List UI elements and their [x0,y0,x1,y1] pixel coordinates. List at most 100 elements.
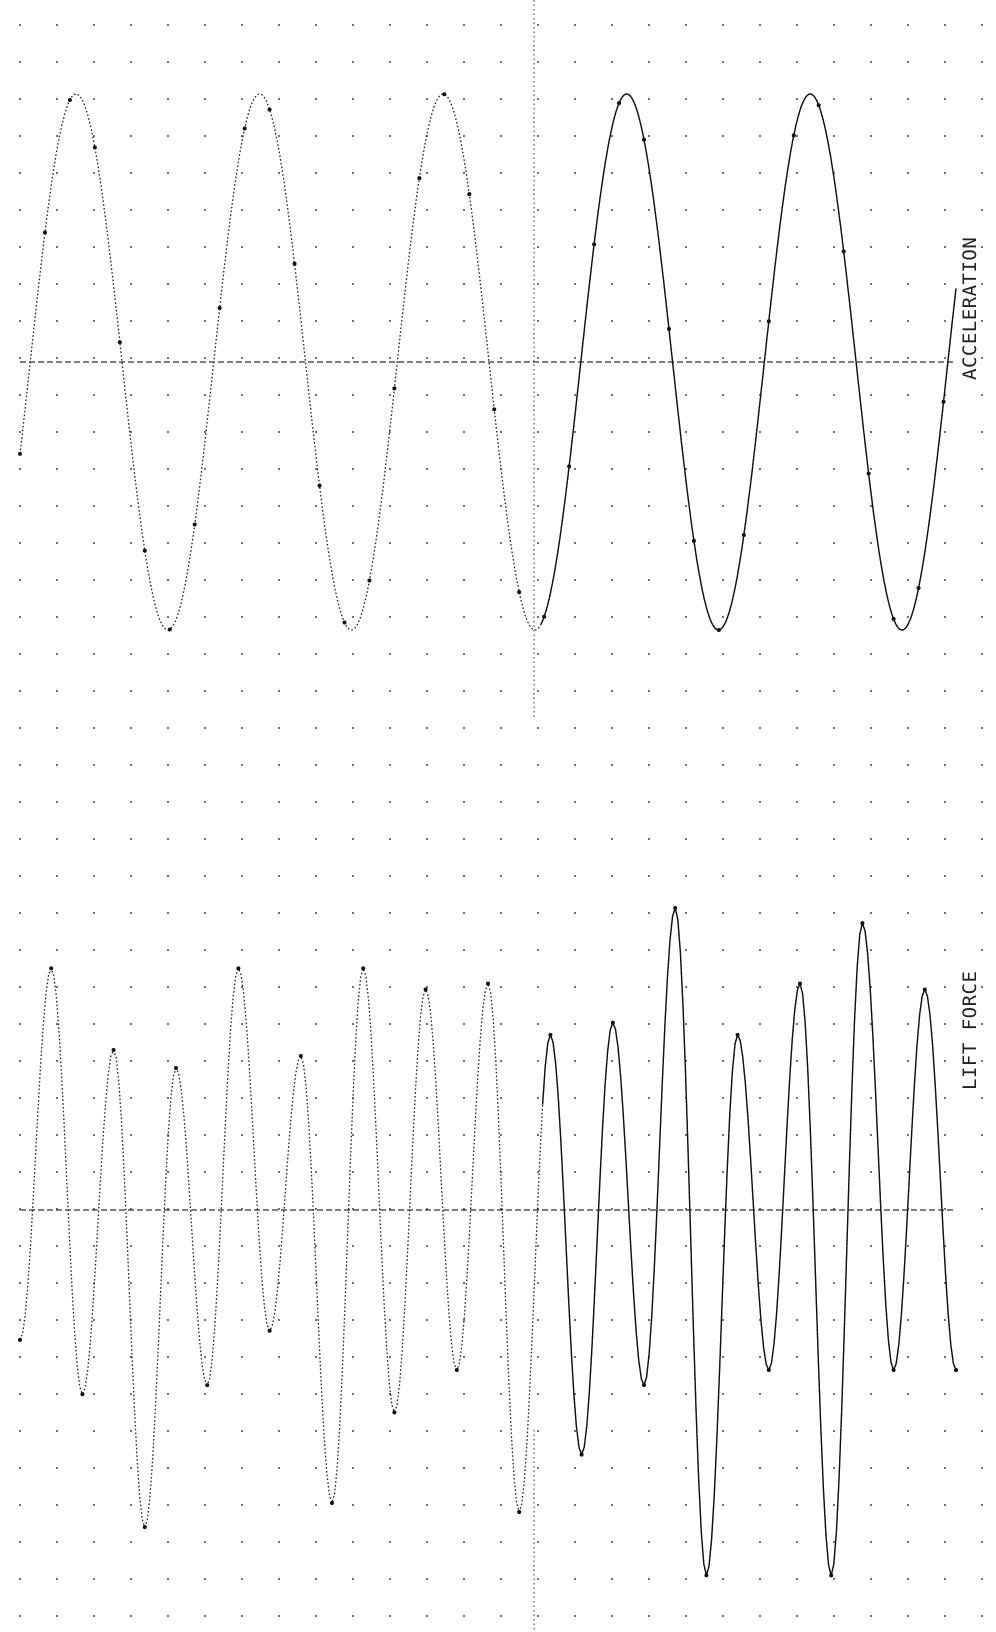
grid-dot [463,24,465,26]
grid-dot [944,949,946,951]
grid-dot [500,1615,502,1617]
grid-dot [56,135,58,137]
grid-dot [648,431,650,433]
grid-dot [278,172,280,174]
grid-dot [648,357,650,359]
grid-dot [56,1319,58,1321]
grid-dot [241,1393,243,1395]
grid-dot [981,1578,983,1580]
grid-dot [315,24,317,26]
grid-dot [685,949,687,951]
grid-dot [611,24,613,26]
lift-force-point [392,1410,397,1415]
grid-dot [130,801,132,803]
grid-dot [204,61,206,63]
grid-dot [463,394,465,396]
grid-dot [315,209,317,211]
grid-dot [463,653,465,655]
grid-dot [500,1319,502,1321]
grid-dot [19,1356,21,1358]
grid-dot [130,1134,132,1136]
grid-dot [944,542,946,544]
grid-dot [648,579,650,581]
grid-dot [648,1245,650,1247]
grid-dot [389,542,391,544]
grid-dot [389,1282,391,1284]
grid-dot [833,468,835,470]
grid-dot [759,505,761,507]
grid-dot [537,24,539,26]
grid-dot [315,1245,317,1247]
grid-dot [315,986,317,988]
grid-dot [204,1541,206,1543]
grid-dot [500,246,502,248]
grid-dot [907,24,909,26]
grid-dot [389,949,391,951]
grid-dot [722,764,724,766]
grid-dot [944,209,946,211]
grid-dot [722,1578,724,1580]
grid-dot [315,1578,317,1580]
grid-dot [204,172,206,174]
grid-dot [722,1097,724,1099]
grid-dot [722,838,724,840]
grid-dot [56,357,58,359]
grid-dot [537,1023,539,1025]
grid-dot [93,246,95,248]
grid-dot [648,1319,650,1321]
grid-dot [463,468,465,470]
grid-dot [944,690,946,692]
grid-dot [500,912,502,914]
grid-dot [463,98,465,100]
grid-dot [389,986,391,988]
grid-dot [796,1134,798,1136]
grid-dot [648,320,650,322]
grid-dot [93,801,95,803]
grid-dot [870,912,872,914]
grid-dot [130,653,132,655]
grid-dot [537,912,539,914]
grid-dot [981,320,983,322]
grid-dot [759,1541,761,1543]
grid-dot [685,1134,687,1136]
grid-dot [19,505,21,507]
grid-dot [389,579,391,581]
grid-dot [611,1393,613,1395]
grid-dot [870,1541,872,1543]
grid-dot [685,727,687,729]
grid-dot [981,394,983,396]
lift-force-point [18,1337,22,1342]
grid-dot [537,1393,539,1395]
grid-dot [833,61,835,63]
grid-dot [204,579,206,581]
grid-dot [796,1356,798,1358]
grid-dot [759,1615,761,1617]
grid-dot [204,24,206,26]
grid-dot [204,283,206,285]
grid-dot [500,690,502,692]
grid-dot [463,246,465,248]
grid-dot [574,135,576,137]
grid-dot [167,838,169,840]
grid-dot [685,357,687,359]
grid-dot [167,468,169,470]
grid-dot [426,1245,428,1247]
grid-dot [278,653,280,655]
grid-dot [426,1467,428,1469]
grid-dot [611,172,613,174]
grid-dot [315,801,317,803]
grid-dot [981,1615,983,1617]
grid-dot [130,1578,132,1580]
grid-dot [500,1023,502,1025]
grid-dot [204,1430,206,1432]
grid-dot [463,764,465,766]
grid-dot [537,1171,539,1173]
grid-dot [278,135,280,137]
grid-dot [574,653,576,655]
grid-dot [241,394,243,396]
grid-dot [537,1615,539,1617]
grid-dot [278,690,280,692]
grid-dot [352,1171,354,1173]
grid-dot [241,1356,243,1358]
